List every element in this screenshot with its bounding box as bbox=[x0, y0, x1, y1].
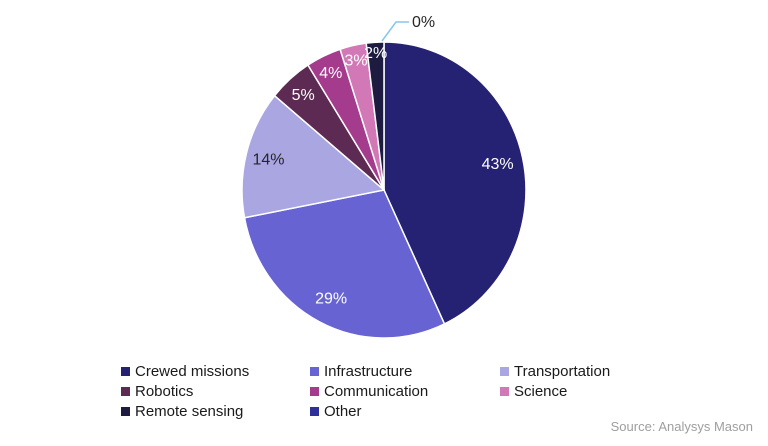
legend-swatch-remote-sensing bbox=[121, 406, 130, 416]
chart-legend: Crewed missions Infrastructure Transportat… bbox=[121, 361, 670, 421]
pie-slice-transportation bbox=[241, 94, 385, 219]
legend-swatch-robotics bbox=[121, 386, 130, 396]
callout-label-other: 0% bbox=[412, 14, 435, 31]
legend-item-science: Science bbox=[500, 381, 670, 401]
legend-label-transportation: Transportation bbox=[514, 362, 611, 380]
pie-slice-remote-sensing bbox=[365, 41, 385, 191]
pie-slice-crewed-missions bbox=[383, 41, 527, 325]
legend-label-science: Science bbox=[514, 382, 568, 400]
legend-label-infrastructure: Infrastructure bbox=[324, 362, 413, 380]
legend-swatch-communication bbox=[310, 386, 319, 396]
slice-value-label-transportation: 14% bbox=[252, 152, 284, 169]
legend-swatch-transportation bbox=[500, 366, 509, 376]
legend-label-communication: Communication bbox=[324, 382, 429, 400]
legend-item-crewed-missions: Crewed missions bbox=[121, 361, 310, 381]
pie-slice-infrastructure bbox=[243, 189, 446, 339]
slice-value-label-crewed-missions: 43% bbox=[482, 156, 514, 173]
slice-value-label-robotics: 5% bbox=[292, 87, 315, 104]
legend-swatch-science bbox=[500, 386, 509, 396]
slice-value-label-communication: 4% bbox=[319, 65, 342, 82]
legend-label-remote-sensing: Remote sensing bbox=[135, 402, 244, 420]
legend-swatch-crewed-missions bbox=[121, 366, 130, 376]
legend-swatch-infrastructure bbox=[310, 366, 319, 376]
source-credit: Source: Analysys Mason bbox=[610, 419, 753, 434]
legend-label-crewed-missions: Crewed missions bbox=[135, 362, 250, 380]
legend-item-infrastructure: Infrastructure bbox=[310, 361, 500, 381]
legend-label-robotics: Robotics bbox=[135, 382, 194, 400]
legend-item-other: Other bbox=[310, 401, 500, 421]
legend-item-remote-sensing: Remote sensing bbox=[121, 401, 310, 421]
legend-label-other: Other bbox=[324, 402, 362, 420]
slice-value-label-infrastructure: 29% bbox=[315, 291, 347, 308]
slice-value-label-remote-sensing: 2% bbox=[364, 45, 387, 62]
callout-leader-line bbox=[381, 21, 409, 42]
legend-swatch-other bbox=[310, 406, 319, 416]
legend-item-robotics: Robotics bbox=[121, 381, 310, 401]
legend-item-transportation: Transportation bbox=[500, 361, 670, 381]
legend-item-communication: Communication bbox=[310, 381, 500, 401]
slice-value-label-science: 3% bbox=[345, 53, 368, 70]
